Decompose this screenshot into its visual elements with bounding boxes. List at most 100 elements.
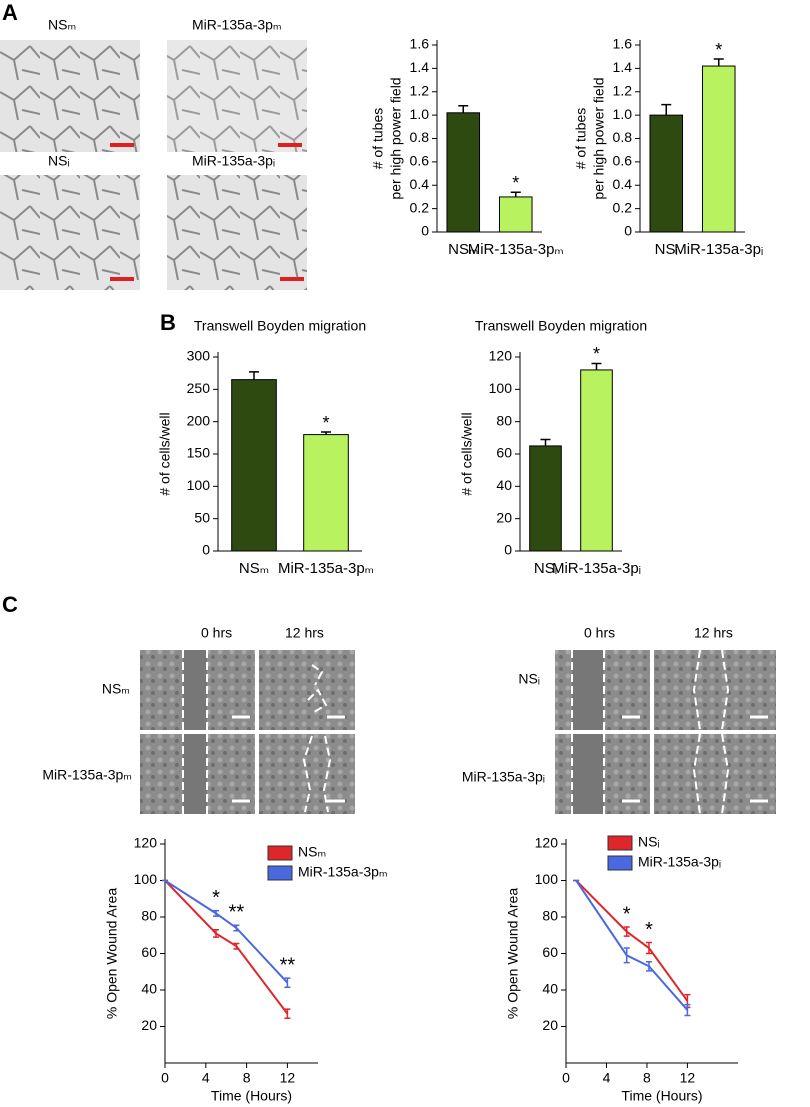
micrograph-label: MiR-135a-3pᵢ	[192, 153, 275, 169]
y-tick-label: 1.6	[410, 36, 430, 52]
y-tick-label: 120	[134, 835, 158, 851]
y-tick-label: 0.2	[410, 199, 430, 215]
significance: *	[593, 344, 600, 364]
error-bar	[321, 431, 331, 435]
x-axis-label: Time (Hours)	[621, 1088, 702, 1104]
y-tick-label: 20	[496, 509, 512, 525]
row-label: MiR-135a-3pᵢ	[462, 769, 545, 785]
legend-label: NSᵢ	[638, 834, 660, 850]
series-line	[164, 879, 289, 1015]
error-bar	[645, 960, 652, 972]
bar	[529, 445, 562, 552]
y-tick-label: 0	[624, 223, 632, 239]
error-bar	[684, 1003, 691, 1017]
y-tick-label: 120	[535, 835, 559, 851]
bar	[446, 112, 481, 233]
y-tick-label: 0.2	[613, 199, 633, 215]
micrograph-label: NSᵢ	[48, 153, 70, 169]
error-bar	[623, 947, 630, 964]
y-tick-label: 60	[496, 445, 512, 461]
y-tick-label: 40	[141, 981, 157, 997]
time-label: 12 hrs	[285, 625, 324, 641]
y-tick-label: 100	[134, 871, 158, 887]
chart-title: Transwell Boyden migration	[194, 318, 366, 334]
error-bar	[623, 926, 630, 937]
x-tick-label: NSₘ	[239, 560, 269, 577]
y-tick-label: 0	[421, 223, 429, 239]
x-tick-label: MiR-135a-3pᵢ	[552, 560, 641, 577]
y-axis-label: % Open Wound Area	[104, 888, 120, 1019]
chart-title: Transwell Boyden migration	[475, 318, 647, 334]
y-tick-label: 40	[542, 981, 558, 997]
bar	[231, 379, 277, 552]
row-label: MiR-135a-3pₘ	[42, 767, 132, 783]
significance: *	[715, 40, 722, 60]
y-tick-label: 80	[542, 908, 558, 924]
y-axis-label: % Open Wound Area	[505, 888, 521, 1019]
micrograph-label: NSₘ	[48, 17, 76, 33]
error-bar	[233, 924, 240, 932]
y-tick-label: 300	[187, 348, 211, 364]
bar	[701, 65, 736, 233]
error-bar	[213, 909, 219, 917]
legend-swatch	[607, 855, 633, 871]
x-tick-label: 4	[202, 1070, 210, 1086]
y-tick-label: 1.0	[613, 106, 633, 122]
bar	[498, 196, 533, 233]
y-tick-label: 150	[187, 445, 211, 461]
y-tick-label: 0.6	[410, 153, 430, 169]
y-tick-label: 60	[542, 944, 558, 960]
y-tick-label: 0	[202, 542, 210, 558]
y-tick-label: 0.8	[410, 129, 430, 145]
time-label: 12 hrs	[694, 625, 733, 641]
error-bar	[249, 371, 259, 380]
row-label: NSᵢ	[518, 671, 540, 687]
panel-label: A	[2, 0, 18, 25]
y-tick-label: 1.4	[410, 59, 430, 75]
y-tick-label: 20	[141, 1017, 157, 1033]
x-tick-label: MiR-135a-3pₘ	[278, 560, 374, 577]
legend-swatch	[267, 845, 293, 861]
y-tick-label: 200	[187, 412, 211, 428]
series-line	[575, 879, 689, 1011]
series-line	[164, 879, 289, 984]
bar	[649, 114, 684, 233]
y-tick-label: 1.6	[613, 36, 633, 52]
error-bar	[540, 438, 551, 446]
error-bar	[591, 362, 602, 370]
significance: *	[645, 919, 653, 941]
error-bar	[510, 191, 521, 197]
x-tick-label: NSᵢ	[534, 560, 557, 577]
y-axis-label: # of cells/well	[157, 412, 173, 495]
error-bar	[284, 1008, 291, 1020]
y-tick-label: 60	[141, 944, 157, 960]
legend-swatch	[267, 865, 293, 881]
error-bar	[645, 941, 652, 955]
x-tick-label: NSᵢ	[655, 241, 678, 258]
y-tick-label: 40	[496, 477, 512, 493]
significance: **	[280, 954, 296, 976]
time-label: 0 hrs	[201, 625, 232, 641]
y-tick-label: 1.2	[613, 82, 633, 98]
error-bar	[233, 942, 240, 950]
y-tick-label: 100	[535, 871, 559, 887]
y-axis-label: # of tubes	[573, 108, 589, 170]
panel-label: C	[2, 592, 18, 617]
significance: *	[623, 903, 631, 925]
x-tick-label: 8	[243, 1070, 251, 1086]
x-tick-label: 12	[680, 1070, 696, 1086]
y-tick-label: 0.6	[613, 153, 633, 169]
y-tick-label: 0.4	[613, 176, 633, 192]
y-tick-label: 1.4	[613, 59, 633, 75]
y-tick-label: 20	[542, 1017, 558, 1033]
x-tick-label: 12	[280, 1070, 296, 1086]
x-tick-label: MiR-135a-3pᵢ	[674, 241, 763, 258]
x-tick-label: MiR-135a-3pₘ	[468, 241, 564, 258]
legend-swatch	[607, 835, 633, 851]
significance: *	[512, 173, 519, 193]
y-tick-label: 80	[496, 412, 512, 428]
x-tick-label: 0	[161, 1070, 169, 1086]
wound-images	[140, 649, 776, 815]
y-tick-label: 100	[187, 477, 211, 493]
